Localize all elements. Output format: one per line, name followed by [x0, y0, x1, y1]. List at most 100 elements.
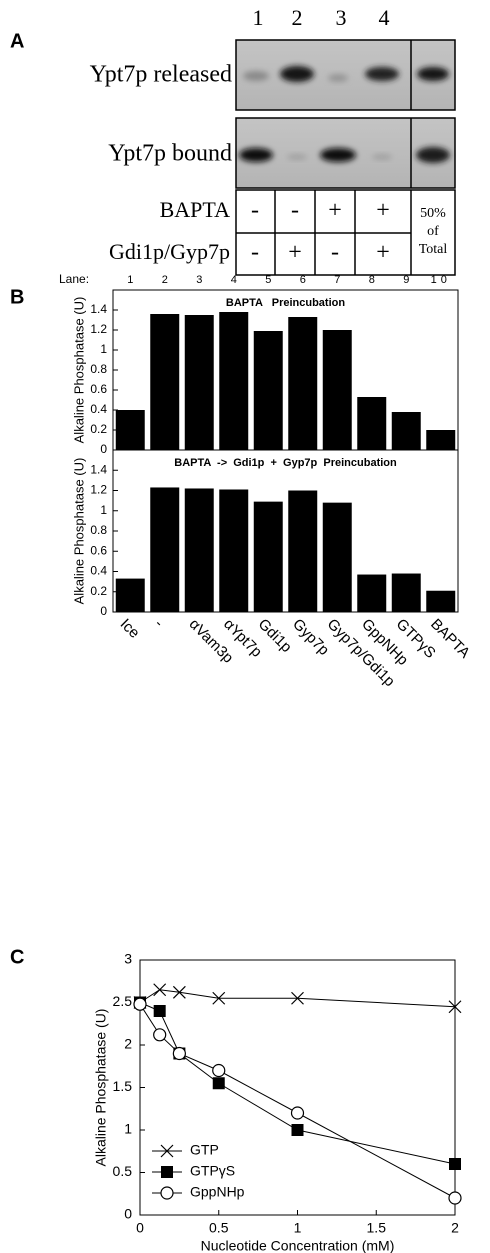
annotation: BAPTA -> Gdi1p + Gyp7p Preincubation [174, 457, 397, 469]
bar [323, 330, 352, 450]
series-line [140, 1004, 455, 1198]
row-label: Ypt7p bound [108, 141, 232, 167]
total-label: 50% [420, 206, 446, 221]
marker-square [161, 1166, 173, 1178]
marker-circle [154, 1029, 166, 1041]
marker-square [154, 1005, 166, 1017]
condition-cell: + [376, 198, 390, 224]
legend-label: GTP [190, 1142, 219, 1158]
condition-cell: - [331, 240, 339, 266]
bar [219, 312, 248, 450]
lane-number: 8 [369, 274, 375, 286]
marker-x [173, 986, 185, 998]
total-label: of [427, 224, 439, 239]
x-axis-label: Nucleotide Concentration (mM) [201, 1238, 395, 1253]
bar [426, 591, 455, 612]
marker-circle [161, 1187, 173, 1199]
panel-label: A [10, 30, 24, 52]
y-tick-label: 0.8 [90, 362, 107, 376]
bar [392, 412, 421, 450]
marker-circle [292, 1107, 304, 1119]
condition-cell: + [376, 240, 390, 266]
figure: A 1 2 3 4 Ypt7p released Ypt7p bound 50%… [0, 0, 490, 1253]
y-tick-label: 1.5 [113, 1078, 133, 1094]
bar [357, 575, 386, 612]
condition-cell: + [288, 240, 302, 266]
y-tick-label: 1.4 [90, 462, 107, 476]
bar [150, 487, 179, 612]
lane-number: 2 [292, 5, 303, 30]
y-tick-label: 0.8 [90, 523, 107, 537]
bar [426, 430, 455, 450]
lane-number: 4 [379, 5, 390, 30]
gel-released [236, 40, 455, 110]
legend-label: GppNHp [190, 1184, 245, 1200]
bar [150, 314, 179, 450]
condition-cell: - [291, 198, 299, 224]
y-tick-label: 3 [124, 951, 132, 967]
series-line [140, 1003, 455, 1165]
y-axis-label: Alkaline Phosphatase (U) [71, 458, 86, 605]
y-tick-label: 0.2 [90, 584, 107, 598]
marker-circle [449, 1192, 461, 1204]
x-tick-label: Gyp7p [289, 616, 332, 659]
y-tick-label: 0.5 [113, 1163, 133, 1179]
lane-number: 10 [431, 274, 451, 286]
total-label: Total [419, 242, 448, 257]
y-tick-label: 2 [124, 1036, 132, 1052]
panel-label: C [10, 946, 24, 968]
condition-cell: - [251, 198, 259, 224]
y-axis-label: Alkaline Phosphatase (U) [93, 1009, 109, 1167]
x-tick-label: BAPTA [427, 616, 473, 662]
bar [116, 410, 145, 450]
bar [288, 317, 317, 450]
bar [185, 315, 214, 450]
y-tick-label: 1 [124, 1121, 132, 1137]
lane-label: Lane: [59, 272, 89, 286]
bar [254, 331, 283, 450]
y-tick-label: 1.2 [90, 322, 107, 336]
condition-label: Gdi1p/Gyp7p [109, 239, 230, 264]
x-tick-label: 0.5 [209, 1220, 229, 1236]
lane-number: 2 [162, 274, 168, 286]
bar [254, 502, 283, 612]
lane-number: 1 [127, 274, 133, 286]
annotation: BAPTA Preincubation [226, 297, 345, 309]
y-tick-label: 0 [124, 1206, 132, 1222]
x-tick-label: 2 [451, 1220, 459, 1236]
lane-number: 3 [336, 5, 347, 30]
y-tick-label: 0.2 [90, 422, 107, 436]
marker-x [154, 984, 166, 996]
lane-number: 4 [231, 274, 237, 286]
y-axis-label: Alkaline Phosphatase (U) [71, 297, 86, 444]
bar [288, 491, 317, 613]
x-tick-label: - [151, 616, 167, 632]
x-tick-label: 1.5 [367, 1220, 387, 1236]
y-tick-label: 1.2 [90, 483, 107, 497]
y-tick-label: 0.6 [90, 543, 107, 557]
marker-square [449, 1158, 461, 1170]
condition-label: BAPTA [160, 197, 230, 222]
y-tick-label: 1 [100, 503, 107, 517]
row-label: Ypt7p released [90, 62, 232, 88]
y-tick-label: 0 [100, 442, 107, 456]
bar [323, 503, 352, 612]
legend-label: GTPγS [190, 1163, 235, 1179]
lane-number: 7 [334, 274, 340, 286]
lane-number: 9 [403, 274, 409, 286]
y-tick-label: 0.4 [90, 564, 107, 578]
y-tick-label: 1.4 [90, 302, 107, 316]
y-tick-label: 0.4 [90, 402, 107, 416]
bar [219, 489, 248, 612]
marker-circle [134, 998, 146, 1010]
lane-number: 3 [196, 274, 202, 286]
bar [357, 397, 386, 450]
lane-number: 1 [253, 5, 264, 30]
x-tick-label: Ice [117, 616, 143, 642]
lane-number: 5 [265, 274, 271, 286]
condition-cell: + [328, 198, 342, 224]
x-tick-label: 1 [294, 1220, 302, 1236]
condition-table [236, 190, 455, 275]
page: { "panel_a": { "label": "A", "lanes": ["… [0, 0, 490, 1253]
y-tick-label: 0 [100, 604, 107, 618]
